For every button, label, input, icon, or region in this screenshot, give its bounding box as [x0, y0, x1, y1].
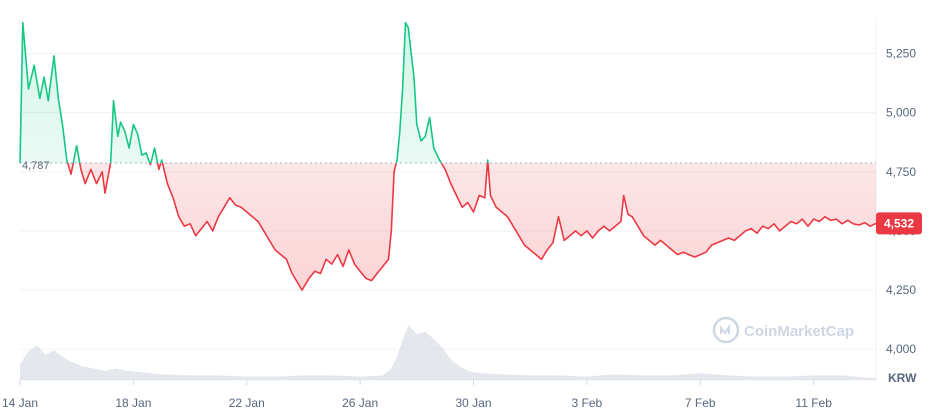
x-tick-label: 3 Feb [572, 396, 603, 410]
x-tick-label: 22 Jan [229, 396, 265, 410]
x-axis-ticks: 14 Jan 18 Jan 22 Jan 26 Jan 30 Jan 3 Feb 7 Feb… [2, 380, 832, 410]
y-tick-label: 4,750 [886, 165, 916, 179]
x-tick-label: 18 Jan [115, 396, 151, 410]
price-line-below [66, 163, 877, 291]
price-area-fill [20, 22, 876, 291]
watermark-text: CoinMarketCap [744, 323, 854, 340]
coinmarketcap-logo-icon [712, 316, 740, 344]
y-tick-label: 4,000 [886, 342, 916, 356]
last-price-badge: 4,532 [876, 212, 922, 235]
y-tick-label: 5,250 [886, 46, 916, 60]
volume-area [20, 325, 876, 380]
currency-label: KRW [888, 371, 917, 385]
grid-lines [20, 18, 877, 381]
area-above-reference [20, 22, 488, 164]
x-tick-label: 7 Feb [685, 396, 716, 410]
reference-price-label: 4,787 [22, 160, 50, 172]
x-tick-label: 14 Jan [2, 396, 38, 410]
last-price-badge-bg [876, 212, 922, 235]
price-line-above [19, 21, 489, 164]
x-tick-label: 30 Jan [455, 396, 491, 410]
x-tick-label: 11 Feb [795, 396, 832, 410]
price-line [19, 21, 877, 291]
area-below-reference [20, 163, 876, 291]
x-tick-label: 26 Jan [342, 396, 378, 410]
watermark: CoinMarketCap [712, 316, 854, 344]
last-price-value: 4,532 [884, 216, 914, 230]
y-tick-label: 5,000 [886, 106, 916, 120]
volume-shape [20, 325, 876, 380]
y-tick-label: 4,250 [886, 283, 916, 297]
